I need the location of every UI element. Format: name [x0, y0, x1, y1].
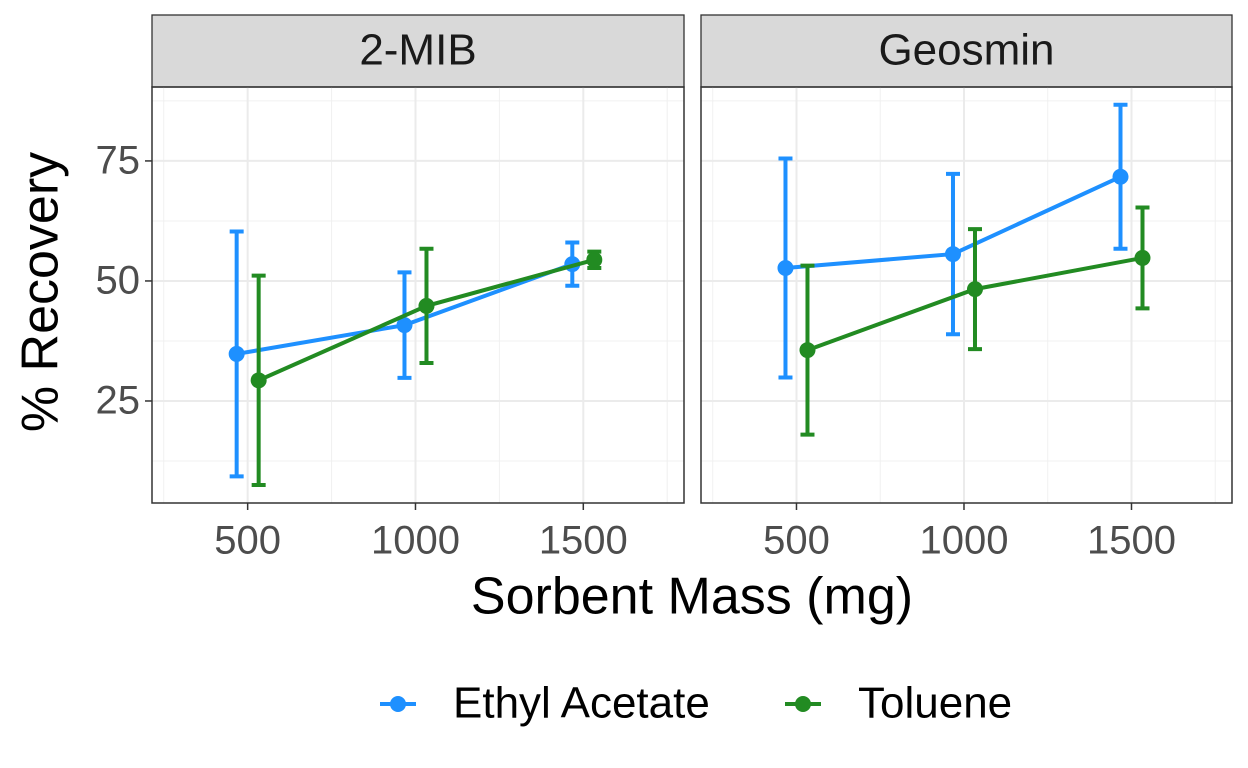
strip: [151, 14, 685, 88]
point: [586, 251, 603, 268]
panel-border: [700, 86, 1233, 504]
x-tick-label: 1000: [919, 519, 1008, 563]
point: [396, 317, 413, 334]
legend-key-point: [390, 696, 406, 712]
y-axis-title: % Recovery: [12, 152, 70, 432]
y-tick-label: 50: [96, 259, 141, 303]
panel-border: [151, 86, 685, 504]
legend-label: Ethyl Acetate: [453, 679, 710, 728]
x-tick-label: 1500: [1087, 519, 1176, 563]
x-tick-label: 1500: [539, 519, 628, 563]
facet-title: Geosmin: [878, 26, 1054, 75]
point: [944, 246, 961, 263]
strip: [700, 14, 1233, 88]
legend-key-point: [795, 696, 811, 712]
x-tick-label: 500: [214, 519, 281, 563]
legend-label: Toluene: [858, 679, 1012, 728]
point: [799, 342, 816, 359]
point: [1134, 249, 1151, 266]
x-tick-label: 1000: [371, 519, 460, 563]
point: [250, 372, 267, 389]
facet-title: 2-MIB: [359, 26, 476, 75]
point: [228, 345, 245, 362]
point: [418, 297, 435, 314]
point: [1112, 168, 1129, 185]
x-axis-title: Sorbent Mass (mg): [471, 568, 913, 626]
point: [966, 281, 983, 298]
x-tick-label: 500: [763, 519, 830, 563]
y-tick-label: 75: [96, 138, 141, 182]
point: [777, 259, 794, 276]
y-tick-label: 25: [96, 379, 141, 423]
